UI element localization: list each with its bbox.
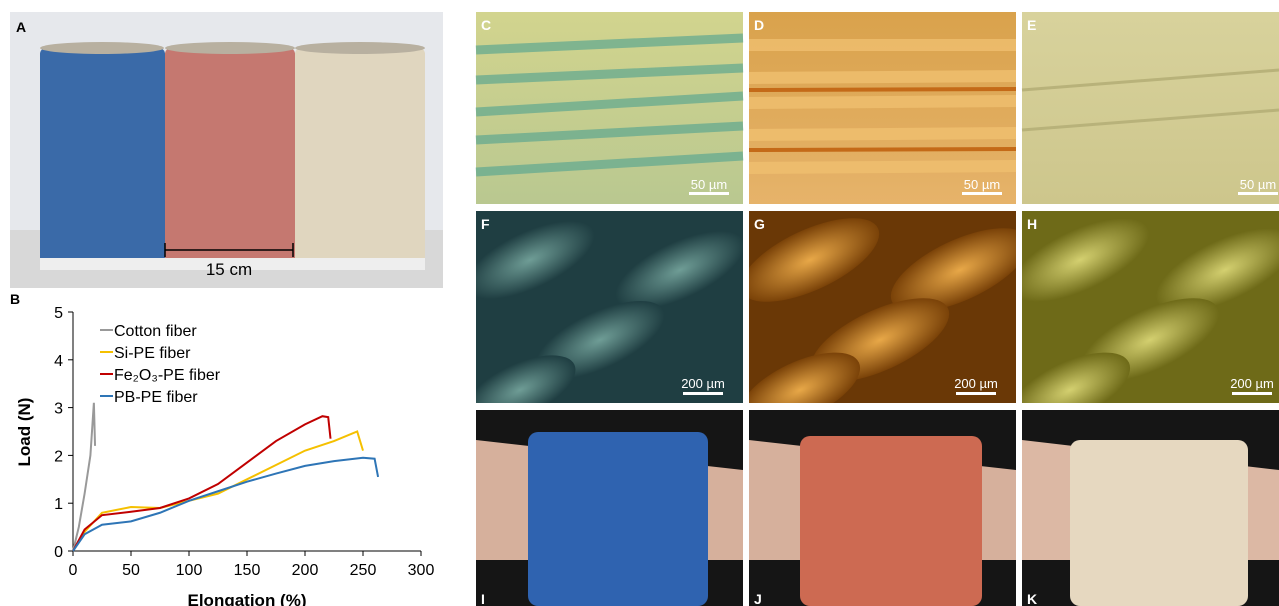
scale-label: 200 µm (681, 376, 725, 391)
y-tick-label: 5 (54, 305, 63, 322)
figure: A 15 cm B C D E 50 µm 50 µm 50 µm F G H … (0, 0, 1279, 606)
panel-label: J (754, 591, 762, 606)
panel-label: K (1027, 591, 1037, 606)
panel-label: D (754, 17, 764, 33)
legend-label: PB-PE fiber (114, 389, 198, 406)
scale-label: 15 cm (206, 260, 252, 279)
panel-label: A (16, 19, 26, 35)
micrograph-fibers (476, 12, 1279, 204)
x-tick-label: 100 (176, 562, 203, 579)
scale-label: 50 µm (691, 177, 727, 192)
y-axis-title: Load (N) (15, 398, 34, 467)
legend-label: Fe₂O₃-PE fiber (114, 367, 221, 384)
y-tick-label: 2 (54, 448, 63, 465)
x-axis-title: Elongation (%) (188, 591, 307, 606)
panel-label: F (481, 216, 490, 232)
scale-label: 200 µm (1230, 376, 1274, 391)
photo-sleeves (476, 410, 1279, 606)
panel-label: I (481, 591, 485, 606)
x-tick-label: 250 (350, 562, 377, 579)
scale-label: 50 µm (1240, 177, 1276, 192)
micrograph-knit (455, 201, 1279, 443)
x-tick-label: 0 (69, 562, 78, 579)
x-tick-label: 200 (292, 562, 319, 579)
x-tick-label: 300 (408, 562, 435, 579)
y-tick-label: 3 (54, 401, 63, 418)
panel-label: G (754, 216, 765, 232)
panel-label: C (481, 17, 491, 33)
x-tick-label: 150 (234, 562, 261, 579)
x-tick-label: 50 (122, 562, 140, 579)
y-tick-label: 1 (54, 496, 63, 513)
series-line (73, 458, 378, 551)
scale-label: 200 µm (954, 376, 998, 391)
panel-label: E (1027, 17, 1036, 33)
panel-label: B (10, 291, 20, 307)
scale-label: 50 µm (964, 177, 1000, 192)
photo-spools (10, 12, 443, 288)
legend-label: Cotton fiber (114, 323, 197, 340)
y-tick-label: 0 (54, 544, 63, 561)
legend-label: Si-PE fiber (114, 345, 191, 362)
panel-label: H (1027, 216, 1037, 232)
series-line (73, 416, 331, 551)
y-tick-label: 4 (54, 353, 63, 370)
